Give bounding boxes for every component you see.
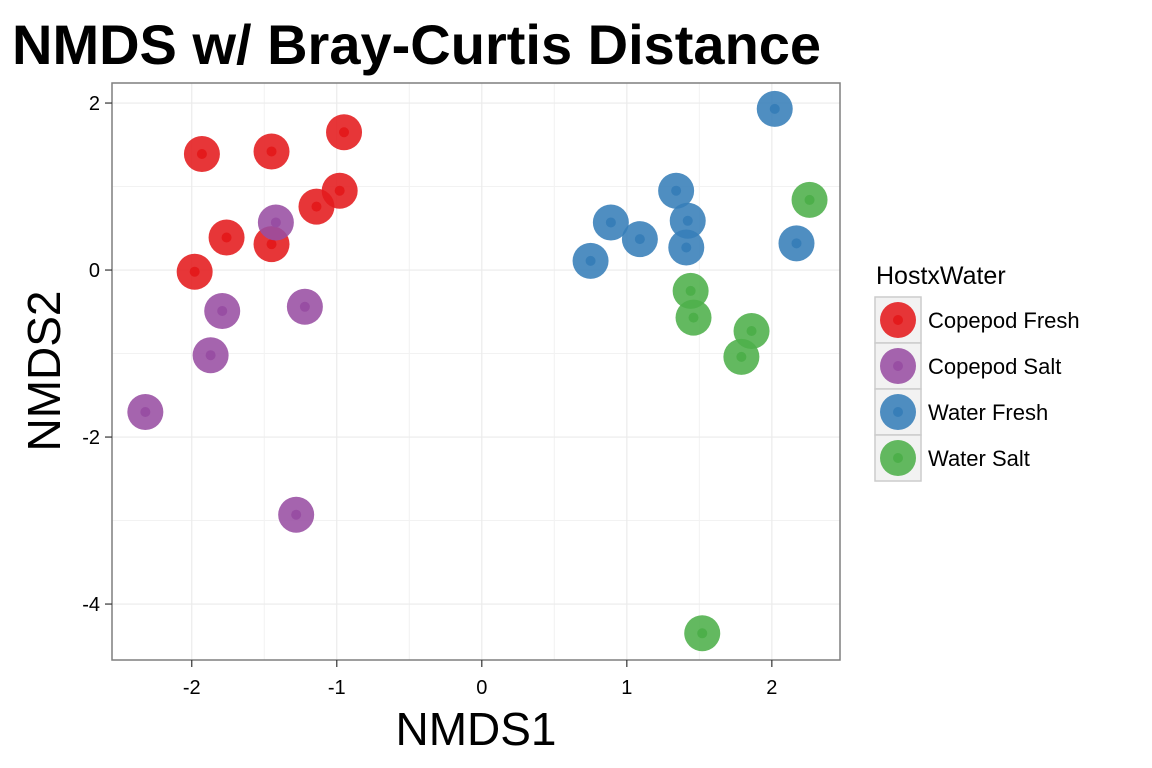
data-point-center xyxy=(311,201,322,212)
data-point-center xyxy=(196,148,207,159)
y-tick-label: 2 xyxy=(89,93,100,115)
data-point-center xyxy=(270,217,281,228)
plot-background xyxy=(112,83,840,660)
data-point-center xyxy=(791,238,802,249)
data-point-center xyxy=(769,103,780,114)
x-axis-ticks: -2 -1 0 1 2 xyxy=(183,660,777,699)
data-point-center xyxy=(140,406,151,417)
legend-label: Water Fresh xyxy=(928,400,1048,425)
y-tick-label: -2 xyxy=(82,427,100,449)
data-point-center xyxy=(299,301,310,312)
data-point-center xyxy=(681,242,692,253)
data-point-center xyxy=(334,185,345,196)
y-axis-title: NMDS2 xyxy=(18,290,70,451)
data-point-center xyxy=(736,351,747,362)
data-point-center xyxy=(339,127,350,138)
data-point-center xyxy=(291,509,302,520)
data-point-center xyxy=(688,312,699,323)
data-point-center xyxy=(189,266,200,277)
data-point-center xyxy=(266,239,277,250)
data-point-center xyxy=(685,285,696,296)
data-point-center xyxy=(697,628,708,639)
data-point-center xyxy=(682,215,693,226)
legend: HostxWater Copepod Fresh Copepod Salt Wate… xyxy=(874,262,1080,482)
data-point-center xyxy=(585,255,596,266)
legend-label: Copepod Fresh xyxy=(928,308,1080,333)
minor-gridlines xyxy=(112,83,840,660)
data-point-center xyxy=(217,305,228,316)
chart-title: NMDS w/ Bray-Curtis Distance xyxy=(12,13,821,76)
legend-swatch-center xyxy=(893,315,903,325)
data-point-center xyxy=(634,234,645,245)
x-tick-label: 0 xyxy=(476,677,487,699)
x-tick-label: 1 xyxy=(621,677,632,699)
legend-label: Copepod Salt xyxy=(928,354,1061,379)
data-point-center xyxy=(221,232,232,243)
legend-swatch-center xyxy=(893,407,903,417)
x-tick-label: 2 xyxy=(766,677,777,699)
x-axis-title: NMDS1 xyxy=(395,703,556,755)
legend-label: Water Salt xyxy=(928,446,1030,471)
data-points xyxy=(127,90,828,652)
data-point-center xyxy=(205,350,216,361)
legend-swatch-center xyxy=(893,453,903,463)
x-tick-label: -2 xyxy=(183,677,201,699)
y-tick-label: -4 xyxy=(82,594,100,616)
legend-swatch-center xyxy=(893,361,903,371)
y-axis-ticks: 2 0 -2 -4 xyxy=(82,93,112,616)
plot-border xyxy=(111,82,841,661)
data-point-center xyxy=(671,185,682,196)
legend-items: Copepod Fresh Copepod Salt Water Fresh Wate… xyxy=(874,296,1080,482)
data-point-center xyxy=(804,194,815,205)
major-gridlines xyxy=(112,83,840,660)
plot-panel xyxy=(111,82,841,661)
data-point-center xyxy=(266,146,277,157)
data-point-center xyxy=(605,217,616,228)
x-tick-label: -1 xyxy=(328,677,346,699)
y-tick-label: 0 xyxy=(89,260,100,282)
legend-title: HostxWater xyxy=(876,262,1006,290)
data-point-center xyxy=(746,326,757,337)
